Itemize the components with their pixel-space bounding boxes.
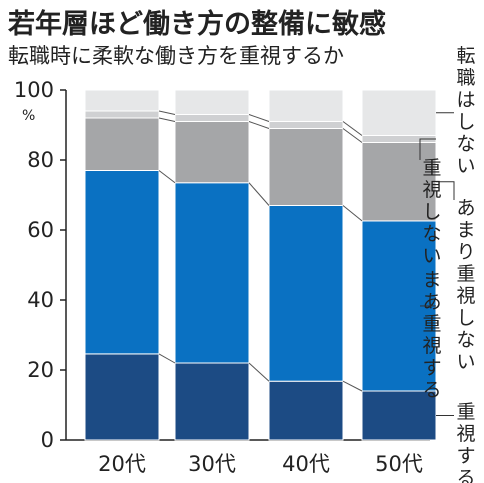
legend-label-char: 重: [422, 157, 441, 179]
legend-label-char: す: [456, 445, 475, 467]
legend-label-char: い: [422, 245, 441, 267]
connector-line: [158, 170, 176, 184]
bar-segment: [174, 182, 250, 364]
legend-label-char: 重: [422, 313, 441, 335]
legend-label-char: 転: [456, 45, 475, 67]
legend-label-char: い: [456, 155, 475, 177]
chart-subtitle: 転職時に柔軟な働き方を重視するか: [8, 44, 344, 68]
legend-label-char: な: [456, 329, 475, 351]
legend-label-char: る: [456, 467, 475, 483]
bar-segment: [84, 353, 160, 441]
connector-line: [342, 128, 363, 143]
bar-segment: [268, 128, 344, 206]
x-category-label: 30代: [188, 452, 236, 476]
bar-segment: [84, 110, 160, 119]
legend-label-char: あ: [456, 197, 475, 219]
legend-label-char: ま: [456, 219, 475, 241]
y-tick-label: 0: [41, 428, 54, 452]
bar-segment: [174, 362, 250, 441]
legend-label-char: あ: [422, 291, 441, 313]
legend-label-char: す: [422, 357, 441, 379]
x-category-label: 20代: [98, 452, 146, 476]
bar-segment: [84, 117, 160, 171]
bar-segment: [84, 89, 160, 112]
legend-label-char: い: [456, 351, 475, 373]
y-unit-label: %: [22, 108, 35, 124]
legend-leader-line: [436, 181, 455, 200]
legend-label-char: 職: [456, 67, 475, 89]
connector-line: [342, 205, 363, 222]
legend-label-char: し: [456, 111, 475, 133]
legend-label-char: 視: [456, 285, 475, 307]
bar-segment: [174, 121, 250, 184]
legend-label-char: り: [456, 241, 475, 263]
connector-line: [158, 353, 176, 364]
connector-line: [342, 380, 363, 392]
connector-line: [158, 110, 176, 115]
bar-segment: [361, 142, 437, 222]
bar-segment: [268, 380, 344, 441]
legend-label-char: 視: [422, 179, 441, 201]
connector-line: [248, 121, 270, 129]
y-tick-label: 60: [27, 218, 54, 242]
connector-line: [248, 182, 270, 206]
bar-segment: [268, 89, 344, 122]
connector-line: [248, 362, 270, 382]
connector-line: [342, 121, 363, 136]
legend-label-char: 重: [456, 401, 475, 423]
chart-title: 若年層ほど働き方の整備に敏感: [8, 9, 386, 40]
legend-label-char: な: [456, 133, 475, 155]
legend-label-char: ま: [422, 269, 441, 291]
y-tick-label: 20: [27, 358, 54, 382]
legend-label-char: る: [422, 379, 441, 401]
legend-label-char: 視: [456, 423, 475, 445]
legend-leader-line: [419, 138, 436, 160]
connector-line: [248, 114, 270, 122]
bar-segment: [174, 114, 250, 122]
y-tick-label: 80: [27, 148, 54, 172]
y-tick-label: 40: [27, 288, 54, 312]
legend-label-char: し: [422, 201, 441, 223]
bar-segment: [361, 89, 437, 136]
bar-segment: [268, 205, 344, 382]
legend-label-char: 重: [456, 263, 475, 285]
x-category-label: 50代: [375, 452, 423, 476]
legend-label-char: 視: [422, 335, 441, 357]
x-category-label: 40代: [282, 452, 330, 476]
bar-segment: [174, 89, 250, 115]
legend-label-char: は: [456, 89, 475, 111]
bar-segment: [84, 170, 160, 355]
legend-label-char: し: [456, 307, 475, 329]
bar-segment: [268, 121, 344, 129]
legend-label-char: な: [422, 223, 441, 245]
y-tick-label: 100: [14, 78, 54, 102]
connector-line: [158, 117, 176, 122]
